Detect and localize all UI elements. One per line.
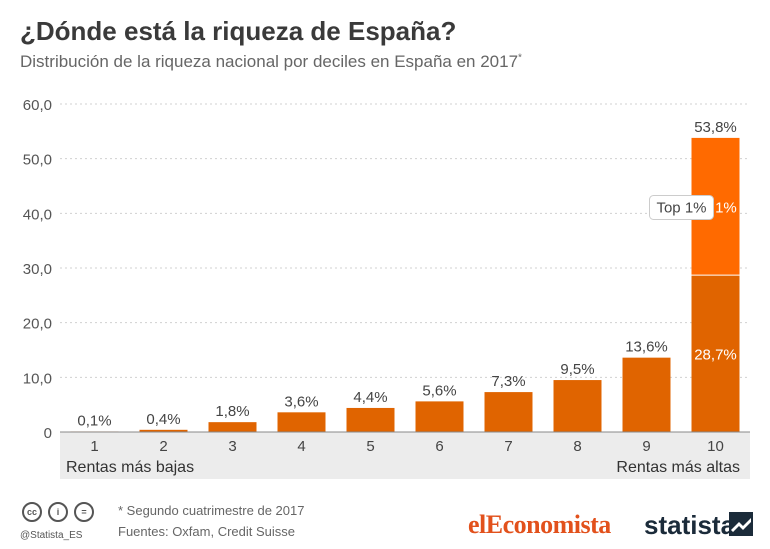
bar-value-label: 1,8%: [215, 403, 249, 420]
x-tick-label: 10: [707, 438, 724, 455]
bar-value-label: 9,5%: [560, 361, 594, 378]
x-tick-label: 6: [435, 438, 443, 455]
x-tick-label: 3: [228, 438, 236, 455]
bar-value-label: 4,4%: [353, 389, 387, 406]
bar: [277, 412, 326, 432]
y-tick-label: 30,0: [23, 261, 52, 278]
bar-value-label: 13,6%: [625, 339, 668, 356]
bar-value-label: 0,1%: [77, 412, 111, 429]
bar-value-label: 3,6%: [284, 393, 318, 410]
bar: [208, 422, 257, 432]
bar: [139, 429, 188, 432]
bar: [346, 407, 395, 432]
bar: [415, 401, 464, 432]
high-income-label: Rentas más altas: [616, 459, 740, 476]
y-tick-label: 60,0: [23, 97, 52, 114]
cc-icon: cc: [22, 502, 42, 522]
low-income-label: Rentas más bajas: [66, 459, 194, 476]
bar-chart: 0 10,0 20,0 30,0 40,0 50,0 60,0 0,1% 1 0,4% 2 1,8% 3…: [23, 97, 750, 479]
y-tick-label: 10,0: [23, 370, 52, 387]
chart-subtitle: Distribución de la riqueza nacional por …: [20, 52, 522, 72]
bar-value-label: 0,4%: [146, 411, 180, 428]
sources: Fuentes: Oxfam, Credit Suisse: [118, 524, 296, 539]
bar-segment-label: 28,7%: [694, 347, 737, 364]
bar: [622, 357, 671, 432]
bar-value-label: 5,6%: [422, 382, 456, 399]
x-axis-band: [60, 432, 750, 479]
statista-logo-icon: [729, 512, 753, 536]
subtitle-footnote-mark: *: [518, 52, 522, 64]
y-tick-label: 0: [44, 425, 52, 442]
bar: [553, 380, 602, 432]
no-derivatives-icon: =: [74, 502, 94, 522]
chart-title: ¿Dónde está la riqueza de España?: [20, 16, 457, 46]
top1-callout-label: Top 1%: [656, 200, 706, 217]
bar-segment: [691, 275, 740, 432]
y-tick-label: 40,0: [23, 206, 52, 223]
x-tick-label: 1: [90, 438, 98, 455]
x-tick-label: 8: [573, 438, 581, 455]
top1-callout-box: [649, 195, 714, 220]
subtitle-text: Distribución de la riqueza nacional por …: [20, 52, 519, 71]
bar: [484, 392, 533, 432]
x-tick-label: 7: [504, 438, 512, 455]
x-tick-label: 4: [297, 438, 305, 455]
statista-logo: statista: [644, 510, 736, 540]
x-tick-label: 5: [366, 438, 374, 455]
y-tick-label: 20,0: [23, 316, 52, 333]
eleconomista-logo: elEconomista: [468, 510, 611, 539]
y-tick-label: 50,0: [23, 152, 52, 169]
attribution-icon: i: [48, 502, 68, 522]
x-tick-label: 9: [642, 438, 650, 455]
footnote: * Segundo cuatrimestre de 2017: [118, 503, 305, 518]
bar-value-label: 7,3%: [491, 373, 525, 390]
statista-handle: @Statista_ES: [20, 530, 83, 541]
bar-value-label: 53,8%: [694, 119, 737, 136]
x-tick-label: 2: [159, 438, 167, 455]
